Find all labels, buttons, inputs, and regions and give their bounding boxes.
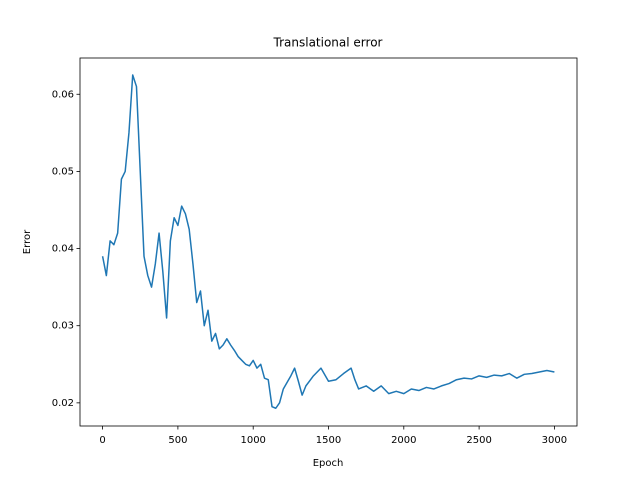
x-tick-label: 0	[99, 435, 105, 446]
y-tick-label: 0.05	[52, 166, 74, 177]
x-tick-label: 2500	[466, 435, 491, 446]
y-axis-label: Error	[22, 229, 33, 254]
x-tick-label: 1000	[240, 435, 265, 446]
x-tick-label: 3000	[542, 435, 567, 446]
y-tick-label: 0.03	[52, 321, 74, 332]
line	[101, 74, 555, 410]
y-tick-label: 0.02	[52, 398, 74, 409]
x-tick-label: 1500	[316, 435, 341, 446]
x-axis-label: Epoch	[313, 458, 344, 469]
chart-title: Translational error	[273, 36, 383, 50]
plot-frame	[79, 57, 578, 427]
y-tick-label: 0.06	[52, 89, 74, 100]
x-tick-label: 500	[168, 435, 187, 446]
y-tick-label: 0.04	[52, 244, 74, 255]
x-tick-label: 2000	[391, 435, 416, 446]
